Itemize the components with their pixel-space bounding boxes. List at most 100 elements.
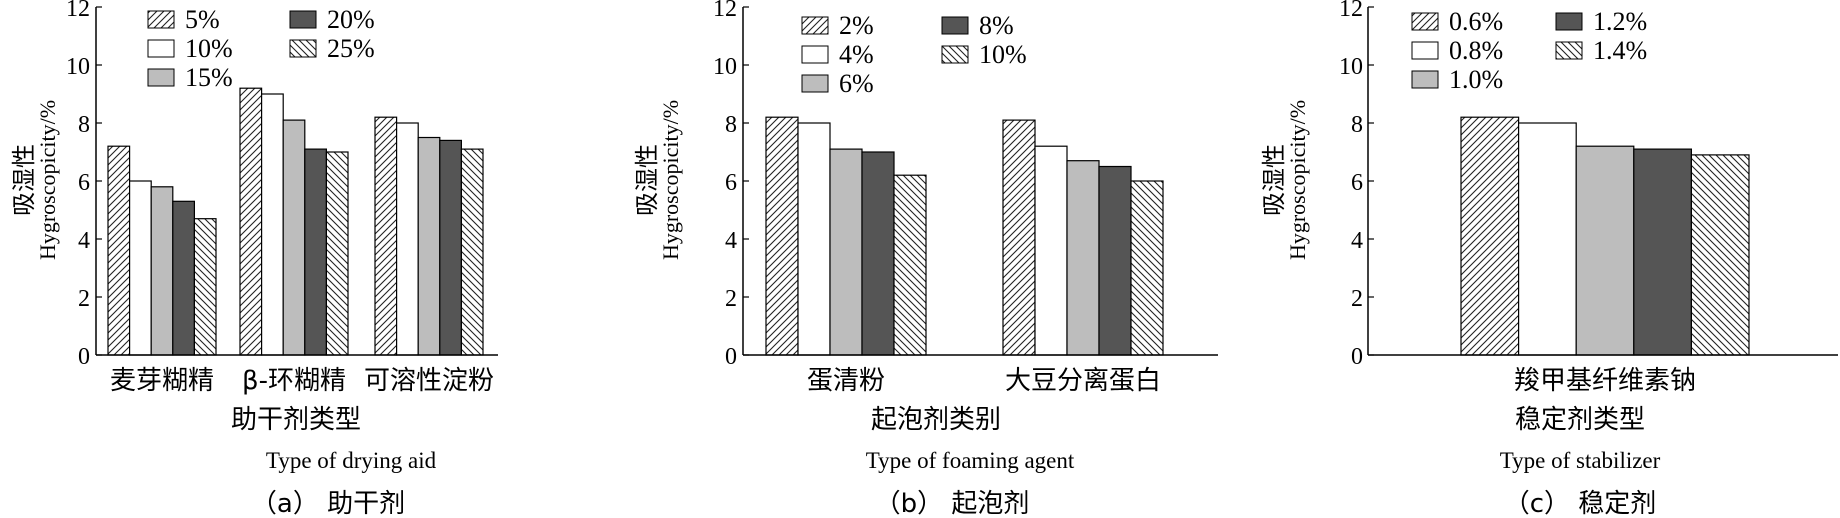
x-tick-label: 蛋清粉 [807,366,885,396]
bar [829,148,863,356]
bar [1575,145,1635,356]
legend-swatch [941,16,969,35]
legend-swatch [801,74,829,93]
legend-swatch [1411,41,1439,60]
legend-swatch [1411,70,1439,89]
legend-swatch [147,68,175,87]
legend-label: 1.2% [1593,7,1647,36]
ylabel-cn: 吸湿性 [1260,144,1288,216]
bar [861,151,895,356]
y-tick-label: 10 [1339,54,1363,80]
legend-swatch [289,39,317,58]
legend-label: 1.0% [1449,65,1503,94]
x-tick-label: 可溶性淀粉 [364,366,494,396]
y-tick-label: 12 [66,0,90,22]
legend-label: 2% [839,11,874,40]
ylabel-cn: 吸湿性 [633,144,661,216]
legend-label: 4% [839,40,874,69]
bar [129,180,152,356]
bar [1633,148,1693,356]
x-tick-label: 大豆分离蛋白 [1005,366,1161,396]
legend: 2% 4% 6% 8% 10% [801,11,1027,98]
panel-caption: （c） 稳定剂 [1504,489,1657,518]
bar [261,93,284,356]
ylabel-cn: 吸湿性 [10,144,38,216]
legend: 0.6% 0.8% 1.0% 1.2% 1.4% [1411,7,1647,94]
legend-swatch [1411,12,1439,31]
x-tick-label: 麦芽糊精 [110,366,214,396]
legend-label: 10% [979,40,1027,69]
legend-label: 5% [185,5,220,34]
y-tick-label: 4 [1351,228,1363,254]
y-ticks: 0 2 4 6 8 10 12 [1339,0,1363,370]
ylabel-en: Hygroscopicity/% [1285,100,1310,260]
y-ticks: 0 2 4 6 8 10 12 [713,0,737,370]
ylabel-en: Hygroscopicity/% [658,100,683,260]
bar [417,136,441,356]
legend-label: 20% [327,5,375,34]
y-tick-label: 12 [1339,0,1363,22]
bar [325,151,349,356]
x-tick-label: 羧甲基纤维素钠 [1514,366,1696,396]
y-tick-label: 2 [78,286,90,312]
bar [797,122,831,356]
xlabel-cn: 助干剂类型 [231,405,361,435]
panel-caption: （a） 助干剂 [251,489,405,518]
legend-label: 6% [839,69,874,98]
y-tick-label: 2 [725,286,737,312]
legend: 5% 10% 15% 20% 25% [147,5,375,92]
y-tick-label: 4 [78,228,90,254]
bar [1460,116,1520,356]
bar [374,116,398,356]
ylabel-en: Hygroscopicity/% [35,100,60,260]
legend-label: 0.8% [1449,36,1503,65]
bar [1002,119,1036,356]
y-tick-label: 0 [1351,344,1363,370]
legend-swatch [801,16,829,35]
legend-swatch [941,45,969,64]
bar [1690,154,1750,356]
legend-label: 15% [185,63,233,92]
bar [1517,122,1577,356]
y-tick-label: 2 [1351,286,1363,312]
panel-caption: （b） 起泡剂 [875,489,1030,518]
chart-panel-b: 吸湿性 Hygroscopicity/% 0 2 4 6 8 10 12 蛋清粉… [633,0,1218,518]
y-tick-label: 10 [713,54,737,80]
legend-swatch [1555,41,1583,60]
plot-area: 蛋清粉 大豆分离蛋白 [742,6,1218,396]
xlabel-en: Type of stabilizer [1500,448,1661,473]
y-tick-label: 6 [1351,170,1363,196]
xlabel-en: Type of drying aid [266,448,437,473]
bar [1034,145,1068,356]
legend-label: 8% [979,11,1014,40]
xlabel-cn: 起泡剂类别 [871,405,1001,435]
bar [172,200,196,356]
legend-swatch [289,10,317,29]
bar [107,145,131,356]
bar [282,119,306,356]
legend-swatch [1555,12,1583,31]
y-tick-label: 6 [78,170,90,196]
bar [1066,160,1100,356]
y-tick-label: 12 [713,0,737,22]
y-tick-label: 0 [725,344,737,370]
y-tick-label: 6 [725,170,737,196]
y-tick-label: 8 [1351,112,1363,138]
bar [396,122,419,356]
y-tick-label: 8 [78,112,90,138]
bar [1130,180,1164,356]
bar [893,174,927,356]
bar [765,116,799,356]
chart-panel-a: 吸湿性 Hygroscopicity/% 0 2 4 6 8 10 12 麦芽糊… [10,0,498,518]
bar [304,148,327,356]
bar [150,186,174,356]
chart-panel-c: 吸湿性 Hygroscopicity/% 0 2 4 6 8 10 12 羧甲基… [1260,0,1838,518]
bar [239,87,263,356]
xlabel-en: Type of foaming agent [866,448,1075,473]
legend-label: 25% [327,34,375,63]
bar [193,218,217,356]
plot-area: 麦芽糊精 β-环糊精 可溶性淀粉 [95,6,498,396]
legend-label: 1.4% [1593,36,1647,65]
y-tick-label: 8 [725,112,737,138]
